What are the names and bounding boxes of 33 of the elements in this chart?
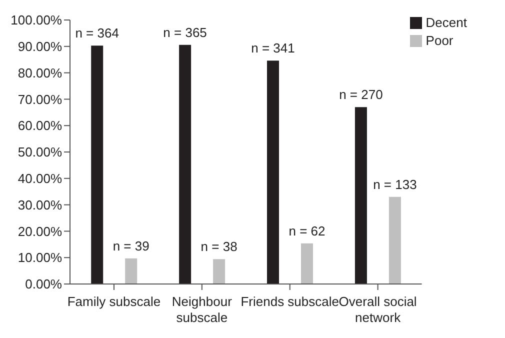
x-tick-label: Family subscale bbox=[67, 294, 161, 309]
annotation: n = 364 bbox=[75, 26, 119, 41]
y-tick-label: 100.00% bbox=[10, 12, 62, 28]
bar bbox=[267, 60, 280, 284]
y-tick-label: 70.00% bbox=[18, 92, 62, 107]
bar bbox=[125, 258, 138, 284]
y-tick-label: 30.00% bbox=[18, 197, 62, 212]
y-tick-label: 20.00% bbox=[18, 224, 62, 239]
bar bbox=[354, 107, 367, 284]
annotation: n = 38 bbox=[200, 239, 238, 254]
y-tick-label: 50.00% bbox=[18, 144, 62, 160]
legend-label: Decent bbox=[426, 15, 467, 30]
annotation: n = 133 bbox=[373, 176, 417, 192]
y-tick-label: 10.00% bbox=[18, 250, 62, 266]
legend-label: Poor bbox=[426, 33, 454, 48]
annotation: n = 270 bbox=[339, 87, 383, 102]
x-tick-label: Friends subscale bbox=[240, 294, 340, 309]
y-tick-label: 80.00% bbox=[18, 65, 62, 80]
y-tick-label: 60.00% bbox=[18, 118, 62, 134]
bar bbox=[179, 44, 192, 284]
x-tick-label: Neighbour subscale bbox=[172, 294, 233, 325]
bar bbox=[301, 243, 314, 284]
y-tick-label: 90.00% bbox=[18, 39, 62, 54]
annotation: n = 365 bbox=[163, 24, 207, 40]
bar bbox=[213, 259, 226, 284]
y-tick-label: 0.00% bbox=[25, 276, 62, 292]
bar bbox=[388, 196, 401, 284]
annotation: n = 62 bbox=[288, 223, 326, 238]
annotation: n = 39 bbox=[112, 238, 150, 254]
bar bbox=[91, 46, 104, 284]
annotation: n = 341 bbox=[251, 40, 295, 56]
y-tick-label: 40.00% bbox=[18, 171, 62, 186]
x-tick-label: Overall social network bbox=[338, 294, 417, 325]
